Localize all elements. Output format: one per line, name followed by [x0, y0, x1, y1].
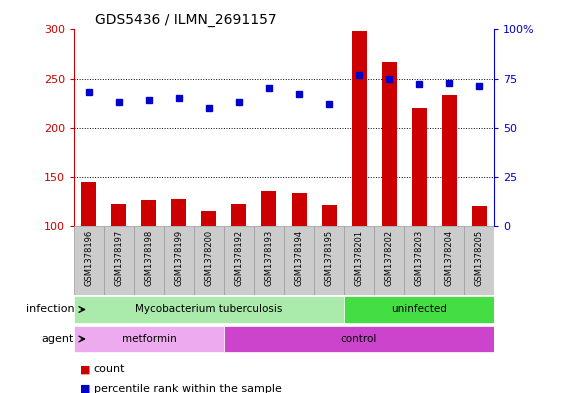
Bar — [194, 226, 224, 295]
Text: infection: infection — [26, 305, 74, 314]
Text: GSM1378196: GSM1378196 — [85, 230, 93, 286]
Bar — [202, 211, 216, 226]
Bar — [164, 226, 194, 295]
Text: percentile rank within the sample: percentile rank within the sample — [94, 384, 282, 393]
Bar — [254, 226, 284, 295]
Text: GSM1378204: GSM1378204 — [445, 230, 454, 286]
Bar — [141, 200, 156, 226]
Text: ■: ■ — [80, 384, 94, 393]
Text: GSM1378198: GSM1378198 — [144, 230, 153, 286]
Bar — [104, 226, 134, 295]
Text: GSM1378193: GSM1378193 — [265, 230, 273, 286]
Text: Mycobacterium tuberculosis: Mycobacterium tuberculosis — [135, 305, 283, 314]
Bar — [232, 204, 247, 226]
Text: GDS5436 / ILMN_2691157: GDS5436 / ILMN_2691157 — [95, 13, 277, 27]
Bar — [81, 182, 97, 226]
Text: metformin: metformin — [122, 334, 176, 344]
Bar — [284, 226, 314, 295]
Bar — [434, 226, 464, 295]
Bar — [412, 108, 427, 226]
Text: control: control — [341, 334, 377, 344]
Bar — [344, 296, 494, 323]
Bar — [111, 204, 126, 226]
Bar — [374, 226, 404, 295]
Bar — [74, 226, 104, 295]
Text: ■: ■ — [80, 364, 94, 375]
Bar — [344, 226, 374, 295]
Bar — [291, 193, 307, 226]
Bar — [442, 95, 457, 226]
Text: GSM1378194: GSM1378194 — [295, 230, 303, 286]
Bar — [224, 326, 494, 352]
Bar — [464, 226, 494, 295]
Text: count: count — [94, 364, 125, 375]
Text: GSM1378200: GSM1378200 — [204, 230, 214, 286]
Text: uninfected: uninfected — [391, 305, 447, 314]
Text: GSM1378192: GSM1378192 — [235, 230, 244, 286]
Bar — [352, 31, 366, 226]
Bar — [471, 206, 487, 226]
Bar — [74, 296, 344, 323]
Bar — [261, 191, 277, 226]
Bar — [382, 62, 396, 226]
Bar — [314, 226, 344, 295]
Bar — [224, 226, 254, 295]
Bar — [321, 205, 336, 226]
Bar — [134, 226, 164, 295]
Text: GSM1378197: GSM1378197 — [114, 230, 123, 286]
Text: agent: agent — [42, 334, 74, 344]
Text: GSM1378195: GSM1378195 — [324, 230, 333, 286]
Text: GSM1378202: GSM1378202 — [385, 230, 394, 286]
Text: GSM1378199: GSM1378199 — [174, 230, 183, 286]
Text: GSM1378203: GSM1378203 — [415, 230, 424, 286]
Text: GSM1378201: GSM1378201 — [354, 230, 364, 286]
Bar — [404, 226, 434, 295]
Text: GSM1378205: GSM1378205 — [475, 230, 483, 286]
Bar — [172, 199, 186, 226]
Bar — [74, 326, 224, 352]
